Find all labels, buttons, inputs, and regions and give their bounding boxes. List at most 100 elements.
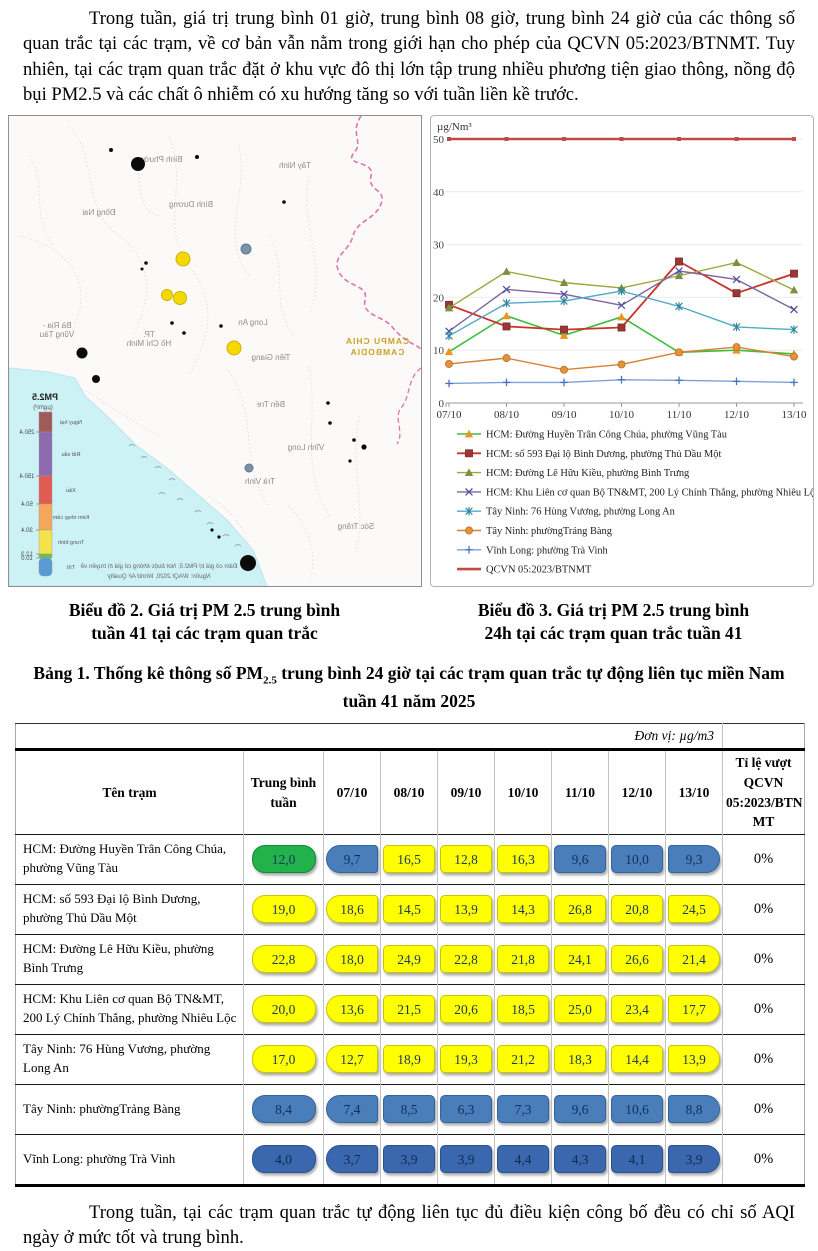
station-name: HCM: số 593 Đại lộ Bình Dương, phường Th…	[15, 883, 244, 935]
x-tick-label: 07/10	[436, 409, 462, 421]
station-dot-yellow	[173, 290, 187, 305]
admin-boundary	[128, 155, 160, 217]
station-dot-black	[348, 459, 352, 463]
avg-cell: 17,0	[243, 1033, 324, 1085]
station-dot-black	[109, 147, 113, 152]
daily-value-pill: 20,6	[440, 995, 492, 1024]
x-tick-label: 10/10	[609, 409, 635, 421]
series-marker	[790, 352, 798, 361]
chart-series	[445, 286, 798, 341]
pm25-line-chart: 0 10 20 30 40 50 µg/Nm³ 07/10 08/10 09/10 10/10 11/…	[430, 114, 818, 587]
series-marker	[502, 285, 511, 294]
avg-cell: 12,0	[243, 833, 324, 885]
daily-value-pill: 24,5	[668, 895, 721, 924]
series-marker	[617, 323, 626, 332]
unit-row-spacer	[722, 723, 805, 752]
admin-boundary	[288, 505, 314, 582]
daily-value-pill: 14,5	[383, 895, 435, 924]
admin-boundary	[308, 365, 330, 517]
island-mark	[168, 477, 176, 481]
map-legend-tick: 12.3	[21, 552, 33, 558]
exceed-percent: 0%	[722, 933, 805, 985]
admin-boundary	[234, 145, 250, 277]
daily-cell: 23,4	[608, 983, 666, 1035]
station-dot-black	[361, 444, 367, 450]
table-row: Vĩnh Long: phường Trà Vinh 4,0 3,7 3,9 3,9 4,…	[15, 1133, 805, 1186]
series-marker	[617, 360, 626, 369]
province-label: Tiền Giang	[252, 353, 291, 362]
daily-cell: 21,5	[380, 983, 438, 1035]
daily-cell: 7,3	[494, 1083, 552, 1135]
daily-value-pill: 3,7	[326, 1145, 378, 1174]
map-footnote: Đám có giá trị PM2.5; Nơi buộc không có …	[80, 563, 237, 570]
daily-cell: 21,4	[664, 933, 723, 985]
daily-value-pill: 21,2	[497, 1045, 549, 1074]
daily-value-pill: 19,3	[440, 1045, 492, 1074]
province-label: Bà Rịa -	[42, 321, 71, 330]
caption-chart2: Biểu đồ 2. Giá trị PM 2.5 trung bình tuầ…	[0, 599, 409, 645]
legend-item: HCM: số 593 Đại lộ Bình Dương, phường Th…	[457, 449, 721, 460]
series-marker	[464, 429, 474, 438]
daily-value-pill: 24,1	[554, 945, 606, 974]
daily-value-pill: 7,4	[326, 1095, 378, 1124]
pm25-table: Đơn vị: µg/m3 Tên trạm Trung bình tuần 07/1…	[15, 723, 806, 1187]
daily-cell: 12,8	[437, 833, 495, 885]
series-marker	[792, 136, 796, 141]
daily-value-pill: 16,3	[497, 845, 549, 874]
daily-value-pill: 8,5	[383, 1095, 435, 1124]
map-legend-category: Kém nhạy cảm	[52, 515, 89, 521]
closing-paragraph: Trong tuần, tại các trạm quan trắc tự độ…	[23, 1201, 795, 1249]
daily-cell: 9,6	[551, 1083, 609, 1135]
daily-cell: 24,1	[551, 933, 609, 985]
series-marker	[734, 136, 739, 141]
province-label: TP.	[143, 330, 154, 339]
legend-label: HCM: Khu Liên cơ quan Bộ TN&MT, 200 Lý C…	[486, 487, 813, 498]
daily-cell: 9,6	[551, 833, 609, 885]
series-marker	[732, 289, 741, 297]
daily-cell: 8,5	[380, 1083, 438, 1135]
daily-value-pill: 16,5	[383, 845, 435, 874]
map-legend-segment	[38, 475, 53, 505]
daily-value-pill: 9,7	[326, 845, 378, 874]
daily-cell: 20,6	[437, 983, 495, 1035]
legend-item: HCM: Đường Huyền Trân Công Chúa, phường …	[457, 429, 728, 440]
station-dot-black	[352, 438, 356, 442]
daily-value-pill: 26,6	[611, 945, 663, 974]
x-tick-label: 11/10	[667, 409, 692, 421]
station-dot-black	[76, 347, 88, 359]
daily-cell: 26,6	[608, 933, 666, 985]
station-dot-black	[140, 267, 144, 271]
map-legend-tick: 10.0	[21, 556, 33, 562]
map-legend-category: Tốt	[67, 565, 75, 571]
series-marker	[465, 526, 473, 535]
daily-value-pill: 22,8	[440, 945, 492, 974]
series-marker	[677, 136, 681, 141]
series-marker	[732, 258, 741, 266]
legend-item: Vĩnh Long: phường Trà Vinh	[457, 545, 609, 556]
province-label: Long An	[238, 318, 267, 327]
daily-value-pill: 12,7	[326, 1045, 378, 1074]
country-label: CAMBODIA	[350, 347, 405, 357]
map-footnote: Nguồn: WAQI 2020, World Air Quality	[107, 573, 211, 580]
province-label: Trà Vinh	[245, 477, 275, 486]
avg-value-pill: 4,0	[251, 1145, 316, 1174]
series-marker	[560, 325, 568, 334]
daily-cell: 16,3	[494, 833, 552, 885]
column-header-station: Tên trạm	[102, 784, 157, 800]
daily-cell: 21,8	[494, 933, 552, 985]
province-label: Vĩnh Long	[288, 443, 324, 452]
map-legend-segment	[38, 529, 53, 555]
table-row: HCM: số 593 Đại lộ Bình Dương, phường Th…	[15, 883, 805, 935]
map-legend-title: PM2.5	[32, 392, 58, 402]
unit-note: Đơn vị: µg/m3	[15, 723, 723, 752]
legend-item: HCM: Đường Lê Hữu Kiều, phường Bình Trưn…	[457, 468, 689, 479]
daily-value-pill: 24,9	[383, 945, 435, 974]
column-header-exceed: Tỉ lệ vượt QCVN 05:2023/BTN MT	[722, 749, 805, 835]
chart-series	[444, 258, 799, 312]
avg-value-pill: 8,4	[251, 1095, 316, 1124]
daily-cell: 4,4	[494, 1133, 552, 1186]
daily-cell: 21,2	[494, 1033, 552, 1085]
legend-item: Tây Ninh: 76 Hùng Vương, phường Long An	[457, 507, 676, 518]
avg-value-pill: 17,0	[251, 1045, 316, 1074]
